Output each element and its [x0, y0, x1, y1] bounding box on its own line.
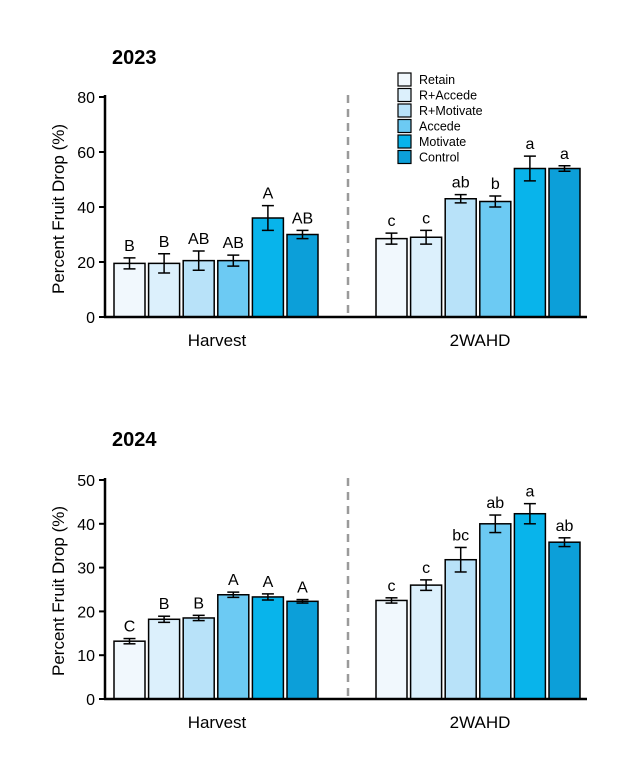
- bar-motivate: [514, 514, 545, 699]
- significance-label: c: [388, 578, 396, 595]
- bar-motivate: [252, 597, 283, 699]
- legend-label: Retain: [419, 73, 455, 87]
- legend-swatch: [398, 135, 411, 148]
- legend-swatch: [398, 120, 411, 133]
- bar-control: [549, 169, 580, 318]
- bar-r-motivate: [445, 560, 476, 699]
- y-ticks-2023: 0 20 40 60 80: [77, 90, 105, 327]
- bar-r-accede: [411, 585, 442, 699]
- y-tick-label: 40: [77, 517, 95, 534]
- significance-label: B: [159, 234, 170, 251]
- y-tick-label: 0: [86, 310, 95, 327]
- bar-accede: [218, 595, 249, 699]
- y-tick-label: 40: [77, 200, 95, 217]
- bar-retain: [376, 600, 407, 699]
- significance-label: A: [228, 572, 239, 589]
- bar-accede: [480, 524, 511, 699]
- y-axis-label-2024: Percent Fruit Drop (%): [49, 506, 68, 676]
- significance-label: B: [193, 595, 204, 612]
- significance-label: AB: [223, 235, 244, 252]
- significance-label: A: [263, 574, 274, 591]
- bar-retain: [376, 239, 407, 317]
- significance-label: B: [124, 238, 135, 255]
- y-tick-label: 10: [77, 648, 95, 665]
- group-label-2wahd-2024: 2WAHD: [450, 713, 511, 732]
- significance-label: c: [422, 210, 430, 227]
- legend-swatch: [398, 104, 411, 117]
- significance-label: bc: [452, 527, 469, 544]
- group-label-2wahd-2023: 2WAHD: [450, 331, 511, 350]
- bar-control: [549, 542, 580, 699]
- bar-retain: [114, 641, 145, 699]
- y-tick-label: 0: [86, 692, 95, 709]
- significance-label: ab: [452, 175, 470, 192]
- significance-label: c: [388, 213, 396, 230]
- group-label-harvest-2023: Harvest: [188, 331, 247, 350]
- bar-control: [287, 235, 318, 318]
- legend-swatch: [398, 89, 411, 102]
- panel-2024: 2024 Percent Fruit Drop (%) 01020304050 …: [49, 429, 587, 732]
- bar-motivate: [514, 169, 545, 318]
- significance-label: AB: [188, 231, 209, 248]
- panel-2023: 2023 Percent Fruit Drop (%) 0 20 40 60 80 Bc…: [49, 47, 587, 350]
- chart-title-2023: 2023: [112, 47, 157, 69]
- legend-label: Control: [419, 151, 459, 165]
- significance-label: a: [560, 146, 569, 163]
- bar-retain: [114, 263, 145, 317]
- y-ticks-2024: 0 10 20 30 40 50: [77, 473, 105, 709]
- significance-label: C: [124, 619, 136, 636]
- significance-label: ab: [486, 495, 504, 512]
- significance-label: b: [491, 176, 500, 193]
- y-tick-label: 60: [77, 145, 95, 162]
- significance-label: a: [525, 136, 534, 153]
- group-label-harvest-2024: Harvest: [188, 713, 247, 732]
- legend-label: R+Accede: [419, 89, 477, 103]
- legend-label: Accede: [419, 120, 461, 134]
- bar-r-motivate: [445, 199, 476, 317]
- bar-motivate: [252, 218, 283, 317]
- significance-label: ab: [556, 518, 574, 535]
- y-tick-label: 80: [77, 90, 95, 107]
- significance-label: AB: [292, 210, 313, 227]
- bar-control: [287, 601, 318, 699]
- bar-r-accede: [149, 619, 180, 699]
- significance-label: B: [159, 596, 170, 613]
- legend-swatch: [398, 151, 411, 164]
- y-tick-label: 20: [77, 255, 95, 272]
- legend-label: Motivate: [419, 135, 466, 149]
- bar-accede: [480, 202, 511, 318]
- bar-accede: [218, 261, 249, 317]
- significance-label: A: [297, 580, 308, 597]
- bar-r-motivate: [183, 618, 214, 699]
- significance-label: A: [263, 186, 274, 203]
- legend-label: R+Motivate: [419, 104, 483, 118]
- y-tick-label: 20: [77, 604, 95, 621]
- y-axis-label-2023: Percent Fruit Drop (%): [49, 124, 68, 294]
- y-tick-label: 30: [77, 561, 95, 578]
- bar-r-accede: [411, 237, 442, 317]
- significance-label: c: [422, 560, 430, 577]
- chart-title-2024: 2024: [112, 429, 157, 451]
- figure: 2023 Percent Fruit Drop (%) 0 20 40 60 80 Bc…: [0, 0, 635, 782]
- y-tick-label: 50: [77, 473, 95, 490]
- legend-swatch: [398, 73, 411, 86]
- significance-label: a: [525, 484, 534, 501]
